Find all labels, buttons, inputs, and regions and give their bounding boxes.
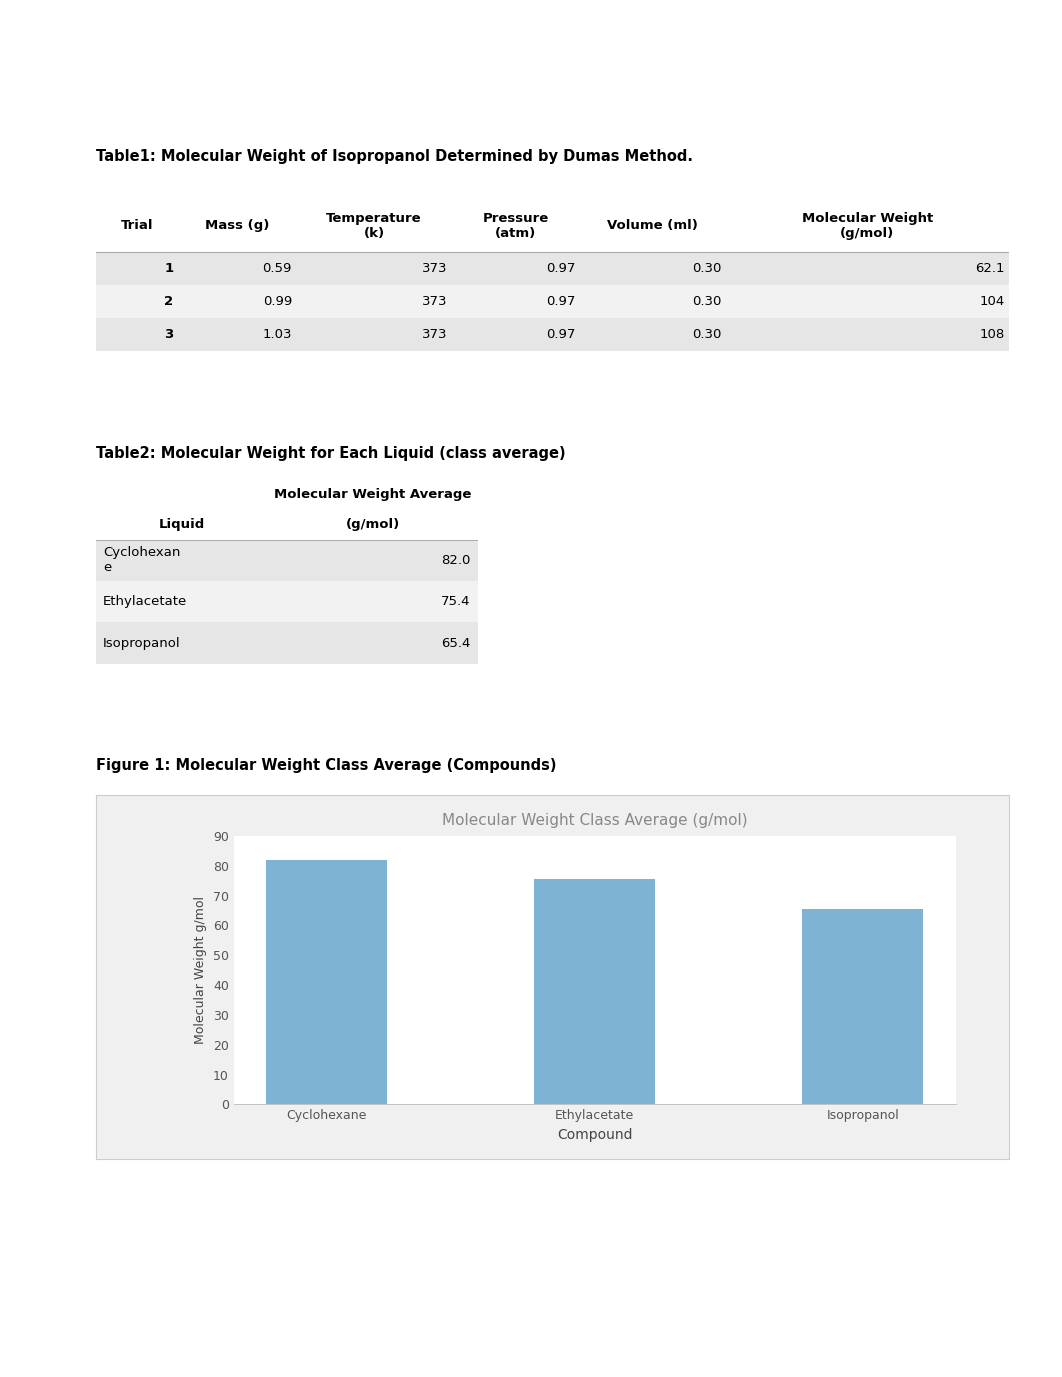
Text: 0.97: 0.97 bbox=[546, 295, 576, 308]
Text: 0.30: 0.30 bbox=[691, 295, 721, 308]
Text: 0.99: 0.99 bbox=[262, 295, 292, 308]
Text: Figure 1: Molecular Weight Class Average (Compounds): Figure 1: Molecular Weight Class Average… bbox=[96, 759, 556, 772]
Text: 373: 373 bbox=[422, 295, 447, 308]
Text: 1: 1 bbox=[165, 262, 173, 275]
Bar bbox=[96, 318, 1009, 351]
Text: Cyclohexan
e: Cyclohexan e bbox=[103, 547, 181, 574]
Text: Table1: Molecular Weight of Isopropanol Determined by Dumas Method.: Table1: Molecular Weight of Isopropanol … bbox=[96, 150, 692, 164]
Text: 0.30: 0.30 bbox=[691, 328, 721, 341]
Bar bbox=[267, 859, 387, 1104]
Text: Molecular Weight Average: Molecular Weight Average bbox=[274, 487, 472, 501]
Text: Temperature
(k): Temperature (k) bbox=[326, 212, 422, 240]
Text: Liquid: Liquid bbox=[158, 518, 205, 532]
Text: 82.0: 82.0 bbox=[441, 554, 470, 567]
Text: 104: 104 bbox=[979, 295, 1005, 308]
Text: 65.4: 65.4 bbox=[441, 636, 470, 650]
Text: Mass (g): Mass (g) bbox=[205, 219, 270, 233]
Text: Ethylacetate: Ethylacetate bbox=[103, 595, 188, 609]
Text: Pressure
(atm): Pressure (atm) bbox=[482, 212, 549, 240]
Bar bbox=[96, 285, 1009, 318]
Title: Molecular Weight Class Average (g/mol): Molecular Weight Class Average (g/mol) bbox=[442, 812, 748, 828]
Text: Table2: Molecular Weight for Each Liquid (class average): Table2: Molecular Weight for Each Liquid… bbox=[96, 446, 565, 460]
Text: 0.97: 0.97 bbox=[546, 262, 576, 275]
Text: Isopropanol: Isopropanol bbox=[103, 636, 181, 650]
Bar bbox=[96, 252, 1009, 285]
Text: 373: 373 bbox=[422, 262, 447, 275]
Text: Molecular Weight
(g/mol): Molecular Weight (g/mol) bbox=[802, 212, 932, 240]
Text: 75.4: 75.4 bbox=[441, 595, 470, 609]
Bar bbox=[96, 540, 478, 581]
X-axis label: Compound: Compound bbox=[556, 1128, 633, 1142]
Text: 0.97: 0.97 bbox=[546, 328, 576, 341]
Text: Trial: Trial bbox=[120, 219, 153, 233]
Text: Volume (ml): Volume (ml) bbox=[607, 219, 698, 233]
Text: (g/mol): (g/mol) bbox=[345, 518, 400, 532]
Text: 2: 2 bbox=[165, 295, 173, 308]
Bar bbox=[96, 581, 478, 622]
Y-axis label: Molecular Weight g/mol: Molecular Weight g/mol bbox=[194, 896, 207, 1044]
Text: 1.03: 1.03 bbox=[262, 328, 292, 341]
Bar bbox=[534, 880, 655, 1104]
Bar bbox=[803, 909, 923, 1104]
Text: 373: 373 bbox=[422, 328, 447, 341]
Text: 62.1: 62.1 bbox=[975, 262, 1005, 275]
Text: 0.30: 0.30 bbox=[691, 262, 721, 275]
Text: 0.59: 0.59 bbox=[262, 262, 292, 275]
Bar bbox=[96, 622, 478, 664]
Text: 108: 108 bbox=[979, 328, 1005, 341]
Text: 3: 3 bbox=[164, 328, 173, 341]
